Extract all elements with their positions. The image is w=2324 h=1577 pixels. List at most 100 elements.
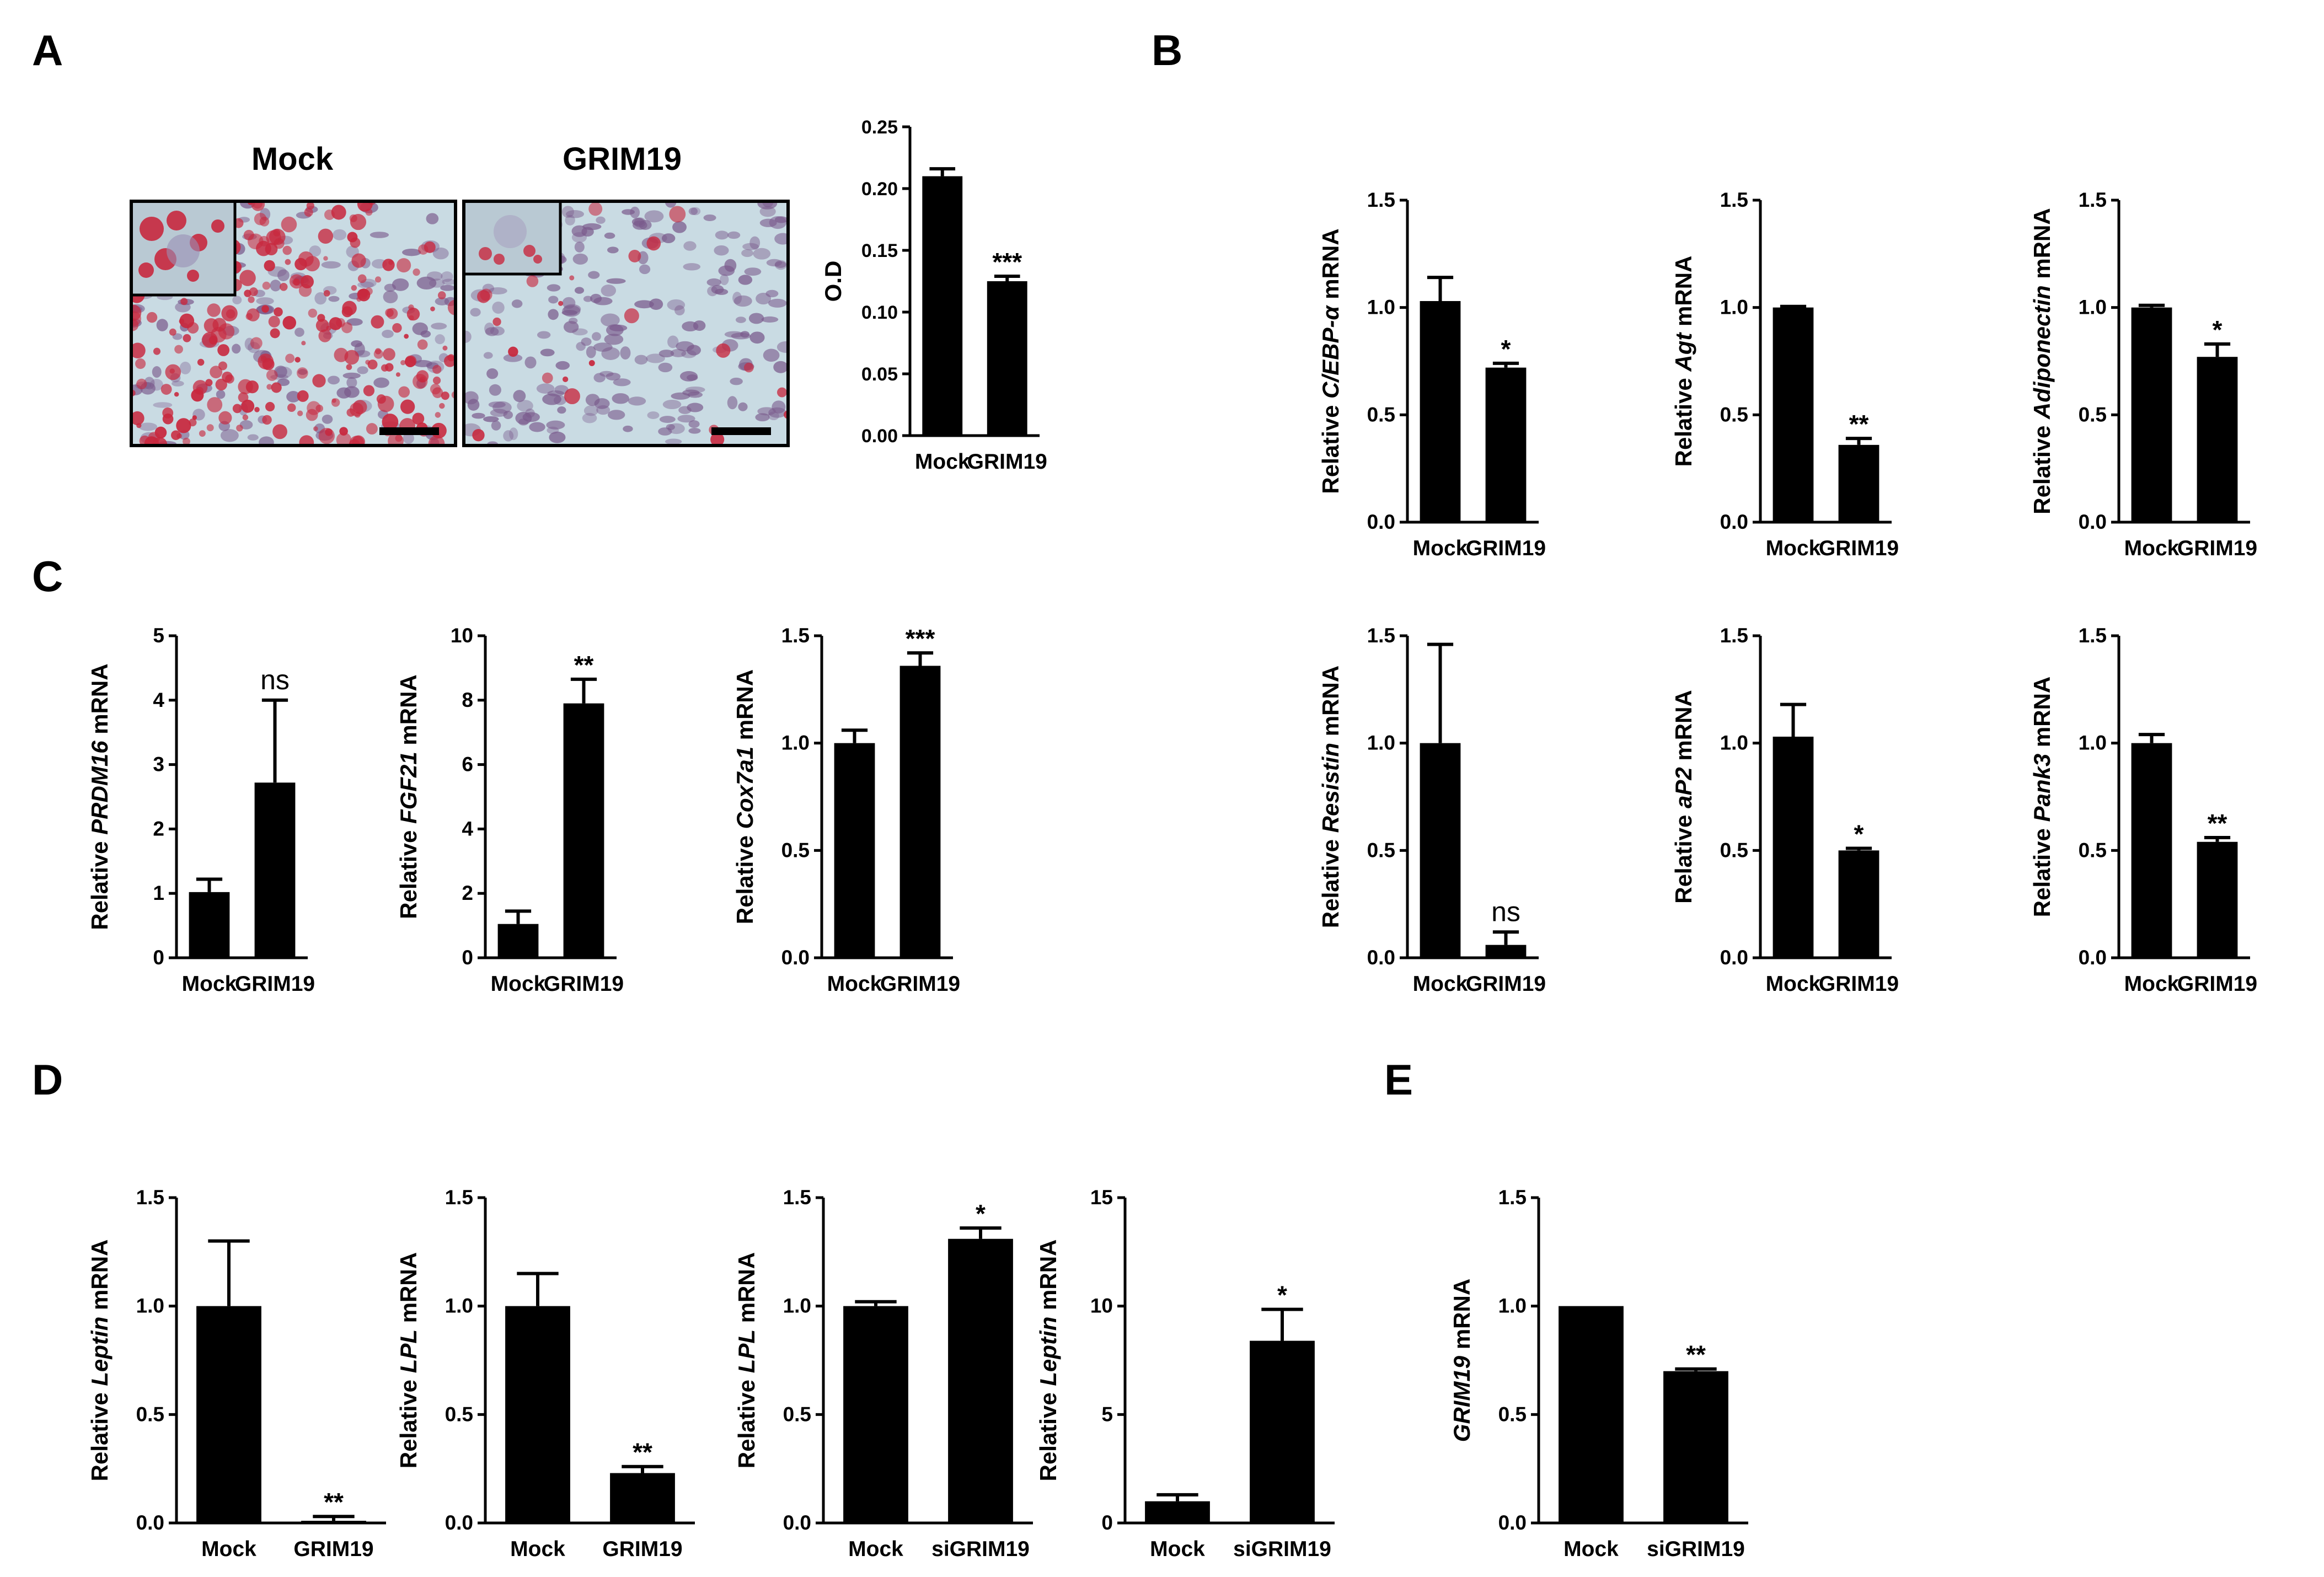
category-label: Mock: [2124, 972, 2180, 996]
cell-nucleus: [601, 285, 617, 297]
cell-nucleus: [156, 319, 168, 331]
cell-nucleus: [563, 321, 579, 333]
significance-label: ***: [992, 248, 1022, 276]
y-axis-label: Relative Cox7a1 mRNA: [732, 669, 758, 924]
significance-label: ns: [1491, 896, 1520, 927]
cell-nucleus: [623, 425, 633, 432]
cell-nucleus: [548, 309, 559, 320]
lipid-droplet: [297, 410, 303, 416]
y-axis-label-gene: PRDM16: [87, 741, 113, 835]
category-label: Mock: [915, 450, 970, 474]
chart-D-lpl: 0.0 0.5 1.0 1.5 Mock ** GRIM19 Relative LPL mRN…: [395, 1186, 695, 1561]
lipid-droplet: [588, 360, 595, 366]
y-axis-label-gene: Pank3: [2029, 754, 2055, 822]
cell-nucleus: [416, 276, 437, 289]
y-tick-label: 1.5: [1720, 189, 1748, 211]
category-label: GRIM19: [293, 1537, 373, 1561]
y-tick-label: 0.0: [781, 946, 810, 969]
lipid-droplet: [304, 207, 313, 217]
cell-nucleus: [677, 415, 695, 423]
y-tick-label: 0.5: [136, 1403, 164, 1425]
cell-nucleus: [442, 278, 456, 285]
y-axis-label: Relative Leptin mRNA: [87, 1240, 113, 1482]
y-tick-label: 1.0: [1720, 296, 1748, 319]
cell-nucleus: [683, 241, 697, 251]
lipid-droplet: [526, 275, 539, 287]
y-tick-label: 1.0: [136, 1295, 164, 1317]
lipid-droplet: [388, 433, 404, 446]
lipid-droplet: [351, 285, 357, 291]
lipid-droplet: [624, 308, 639, 324]
y-tick-label: 1.5: [781, 624, 810, 647]
panel-label-b: B: [1152, 26, 1182, 74]
lipid-droplet: [400, 399, 415, 414]
cell-nucleus: [588, 271, 600, 279]
lipid-droplet: [558, 301, 564, 306]
y-tick-label: 0.5: [2079, 403, 2107, 426]
category-label: GRIM19: [967, 450, 1047, 474]
lipid-droplet: [299, 435, 314, 446]
lipid-droplet: [409, 315, 414, 321]
cell-nucleus: [426, 213, 439, 224]
y-axis-label: Relative FGF21 mRNA: [395, 674, 421, 919]
cell-nucleus: [486, 368, 499, 379]
lipid-droplet: [272, 424, 287, 439]
y-tick-label: 4: [462, 817, 473, 840]
cell-nucleus: [688, 207, 698, 215]
lipid-droplet: [298, 284, 312, 297]
y-axis-label-prefix: Relative: [1670, 372, 1696, 467]
cell-nucleus: [735, 317, 746, 323]
cell-nucleus: [749, 236, 761, 250]
cell-nucleus: [730, 377, 743, 385]
significance-label: **: [324, 1488, 344, 1516]
bar-grim19: [1485, 367, 1527, 522]
y-axis-label-gene: Adiponectin: [2029, 285, 2055, 420]
lipid-droplet: [153, 347, 161, 355]
lipid-droplet: [281, 216, 297, 233]
category-label: GRIM19: [2177, 537, 2257, 560]
scale-bar-grim19: [711, 427, 771, 435]
y-axis-label-prefix: Relative: [732, 829, 758, 924]
lipid-droplet: [508, 346, 518, 357]
lipid-droplet: [287, 403, 296, 412]
lipid-droplet: [352, 435, 365, 446]
cell-nucleus: [441, 271, 453, 282]
cell-nucleus: [294, 328, 304, 337]
cell-nucleus: [561, 206, 574, 218]
lipid-droplet: [357, 274, 367, 283]
bar-mock: [1420, 301, 1461, 522]
cell-nucleus: [565, 210, 584, 218]
y-tick-label: 0.5: [1367, 403, 1395, 426]
lipid-droplet: [341, 306, 353, 318]
y-axis-label-suffix: mRNA: [732, 669, 758, 747]
y-tick-label: 15: [1090, 1186, 1113, 1209]
lipid-droplet: [669, 206, 686, 223]
cell-nucleus: [232, 296, 242, 304]
bar-grim19: [987, 281, 1027, 436]
cell-nucleus: [547, 390, 565, 396]
lipid-droplet: [294, 258, 307, 271]
cell-nucleus: [153, 402, 173, 408]
cell-nucleus: [683, 263, 701, 271]
cell-nucleus: [515, 411, 532, 425]
cell-nucleus: [738, 402, 748, 411]
cell-nucleus: [384, 283, 396, 292]
cell-nucleus: [644, 210, 664, 223]
bar-mock: [1145, 1501, 1210, 1523]
cell-nucleus: [586, 346, 596, 358]
lipid-droplet: [274, 307, 283, 317]
y-tick-label: 1.0: [1367, 296, 1395, 319]
category-label: Mock: [1413, 537, 1468, 560]
cell-nucleus: [765, 289, 779, 298]
lipid-droplet: [254, 212, 267, 226]
y-tick-label: 2: [153, 817, 164, 840]
cell-nucleus: [581, 337, 592, 346]
y-tick-label: 1.5: [1367, 624, 1395, 647]
lipid-droplet: [374, 276, 382, 283]
y-axis-label: Relative Resistin mRNA: [1318, 666, 1343, 928]
cell-nucleus: [565, 214, 575, 226]
y-tick-label: 0.5: [1720, 839, 1748, 861]
lipid-droplet: [542, 372, 553, 384]
cell-nucleus: [665, 438, 682, 445]
y-tick-label: 0.0: [1367, 946, 1395, 969]
